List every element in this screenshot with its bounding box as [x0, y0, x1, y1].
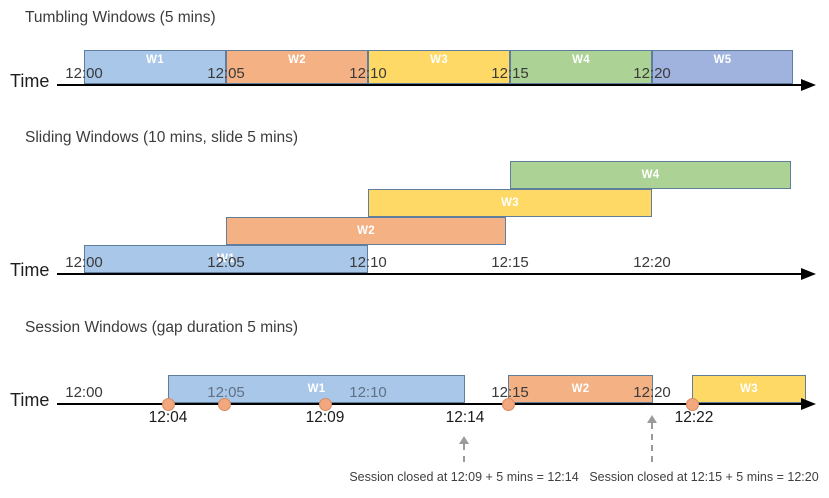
section-title: Session Windows (gap duration 5 mins)	[25, 319, 299, 336]
window-w2: W2	[508, 375, 653, 403]
timeline-line	[57, 84, 801, 86]
time-axis-label: Time	[10, 390, 50, 410]
tick-label: 12:20	[633, 384, 671, 401]
window-w1: W1	[168, 375, 465, 403]
tick-label: 12:00	[65, 65, 103, 82]
event-dot	[685, 397, 699, 411]
timeline-arrowhead	[801, 268, 816, 280]
tick-label: 12:05	[207, 254, 245, 271]
tick-label: 12:05	[207, 384, 245, 401]
timeline-arrowhead	[801, 79, 816, 91]
tick-label: 12:00	[65, 254, 103, 271]
tick-label: 12:15	[491, 384, 529, 401]
section-title: Sliding Windows (10 mins, slide 5 mins)	[25, 129, 299, 146]
tick-label: 12:00	[65, 384, 103, 401]
tick-label: 12:15	[491, 254, 529, 271]
window-w3: W3	[368, 189, 652, 217]
window-w2: W2	[226, 217, 506, 245]
event-time-label: 12:04	[148, 409, 188, 426]
window-label: W1	[217, 253, 235, 265]
annotation-arrow-head	[647, 415, 657, 423]
window-label: W4	[641, 169, 660, 181]
window-label: W4	[572, 54, 590, 66]
window-label: W1	[307, 383, 326, 395]
window-w3: W3	[692, 375, 806, 403]
window-label: W3	[430, 54, 448, 66]
section-title: Tumbling Windows (5 mins)	[25, 9, 216, 26]
tick-label: 12:10	[349, 384, 387, 401]
timeline-arrowhead	[801, 398, 816, 410]
event-dot	[318, 397, 332, 411]
window-w5: W5	[652, 50, 793, 84]
window-w1: W1	[84, 50, 226, 84]
window-w2: W2	[226, 50, 368, 84]
window-label: W2	[288, 54, 306, 66]
event-dot	[161, 397, 175, 411]
timeline-line	[57, 403, 801, 405]
window-label: W5	[713, 54, 732, 66]
window-label: W2	[357, 225, 375, 237]
window-w3: W3	[368, 50, 510, 84]
window-w4: W4	[510, 50, 652, 84]
tick-label: 12:20	[633, 65, 671, 82]
annotation-arrow-shaft	[651, 423, 653, 462]
event-time-label: 12:09	[305, 409, 345, 426]
tick-label: 12:15	[491, 65, 529, 82]
event-time-label: 12:14	[445, 409, 485, 426]
event-dot	[501, 397, 515, 411]
annotation-arrow-head	[459, 436, 469, 444]
event-time-label: 12:22	[674, 409, 714, 426]
tick-label: 12:10	[349, 254, 387, 271]
window-w4: W4	[510, 161, 791, 189]
window-w1: W1	[84, 245, 368, 273]
time-axis-label: Time	[10, 71, 50, 91]
window-label: W2	[571, 383, 590, 395]
session-annotation: Session closed at 12:15 + 5 mins = 12:20	[589, 470, 819, 484]
session-annotation: Session closed at 12:09 + 5 mins = 12:14	[349, 470, 579, 484]
tick-label: 12:10	[349, 65, 387, 82]
window-label: W3	[740, 383, 758, 395]
window-label: W1	[146, 54, 164, 66]
timeline-line	[57, 273, 801, 275]
annotation-arrow-shaft	[463, 444, 465, 462]
event-dot	[217, 397, 231, 411]
window-label: W3	[501, 197, 519, 209]
time-axis-label: Time	[10, 260, 50, 280]
tick-label: 12:20	[633, 254, 671, 271]
tick-label: 12:05	[207, 65, 245, 82]
